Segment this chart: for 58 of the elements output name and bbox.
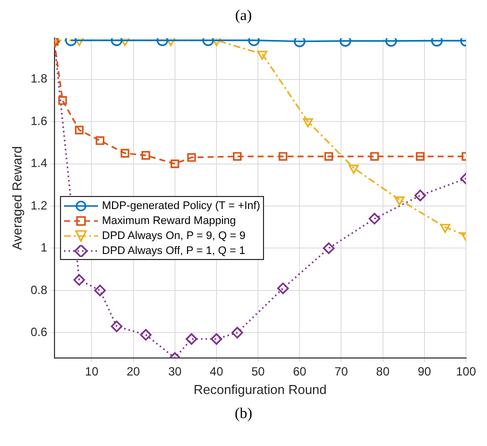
x-tick-label: 80 [376, 364, 390, 379]
point [74, 38, 84, 46]
point [278, 152, 288, 161]
y-axis-title: Averaged Reward [9, 146, 24, 250]
point [232, 152, 242, 161]
point [74, 126, 84, 134]
x-tick-label: 50 [251, 364, 266, 379]
y-tick-label: 1 [40, 240, 48, 255]
point [58, 96, 67, 105]
y-tick-label: 1.6 [30, 114, 48, 128]
x-tick-label: 30 [168, 364, 182, 379]
y-tick-label: 1.2 [30, 198, 48, 212]
point [294, 38, 306, 48]
text: (b) [234, 406, 254, 423]
legend-label: MDP-generated Policy (T = +Inf) [102, 200, 260, 212]
point [73, 274, 86, 286]
point [440, 224, 450, 233]
x-tick-label: 10 [85, 364, 99, 379]
point [302, 118, 314, 128]
point [257, 50, 268, 60]
point [416, 152, 425, 161]
point [110, 320, 122, 332]
legend-label: Maximum Reward Mapping [102, 214, 236, 226]
point [324, 152, 334, 161]
x-tick-label: 70 [334, 364, 348, 379]
x-tick-label: 20 [126, 364, 140, 379]
y-tick-label: 0.8 [30, 282, 48, 297]
point [186, 333, 198, 345]
point [277, 282, 289, 294]
point [394, 196, 405, 206]
legend-label: DPD Always Off, P = 1, Q = 1 [102, 244, 246, 256]
chart-title: (a) [234, 8, 253, 26]
legend-label: DPD Always On, P = 9, Q = 9 [102, 230, 246, 242]
point [94, 284, 106, 296]
y-tick-label: 0.6 [30, 324, 48, 339]
point [96, 136, 104, 145]
y-tick-label: 1.4 [30, 156, 48, 170]
point [187, 153, 196, 162]
point [120, 148, 130, 158]
x-tick-label: 40 [210, 364, 224, 379]
point [368, 212, 380, 224]
point [414, 190, 426, 202]
point [210, 333, 222, 345]
point [140, 328, 152, 341]
y-tick-label: 1.8 [30, 72, 48, 86]
point [348, 164, 359, 174]
x-tick-label: 90 [418, 364, 432, 379]
x-axis-title: Reconfiguration Round [194, 382, 327, 397]
x-tick-label: 60 [292, 364, 307, 379]
point [231, 326, 244, 338]
x-tick-label: 100 [456, 364, 476, 379]
point [120, 38, 130, 46]
point [370, 152, 379, 161]
point [322, 242, 335, 254]
point [211, 38, 222, 46]
point [170, 159, 180, 168]
point [166, 38, 176, 46]
point [141, 151, 150, 160]
